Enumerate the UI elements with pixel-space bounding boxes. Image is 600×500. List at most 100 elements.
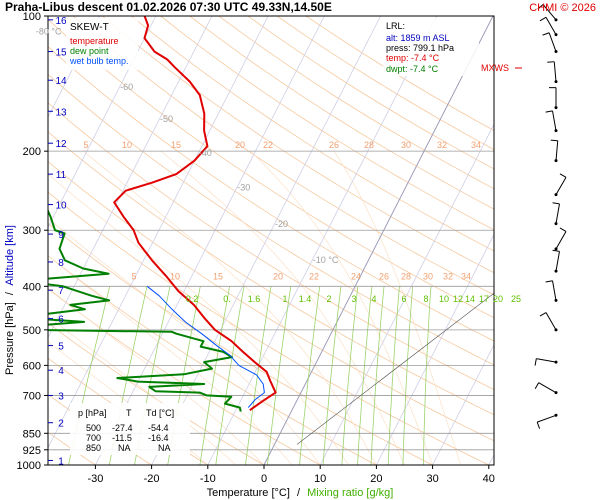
theta-label-top-0: 5 <box>83 140 88 150</box>
dry-adiabat-9 <box>48 131 494 416</box>
dry-adiabat-12 <box>48 46 494 342</box>
theta-label-bottom-9: 32 <box>443 271 453 281</box>
dry-adiabat-14 <box>72 16 494 296</box>
wind-barb-feather-590 <box>534 358 537 366</box>
wind-barb-feather-180 <box>545 110 553 113</box>
temperature-tick-label--10: -10 <box>200 473 216 485</box>
isotherm-label-2: -60 <box>120 82 133 92</box>
series-line-dew-point <box>48 208 242 412</box>
wind-barb-290 <box>552 202 560 226</box>
table-header-td: Td [°C] <box>146 408 174 418</box>
theta-label-bottom-8: 30 <box>423 271 433 281</box>
svg-text:Temperature [°C] / Mix: Temperature [°C] / Mixing ratio [g/kg] <box>207 487 394 499</box>
mixing-ratio-label-4: 1.4 <box>299 294 312 304</box>
wind-barb-110 <box>539 16 558 37</box>
mixing-ratio-label-11: 12 <box>453 294 463 304</box>
altitude-tick-label-2: 2 <box>58 419 64 430</box>
isotherm-20 <box>376 233 494 465</box>
legend-temperature: temperature <box>70 36 119 46</box>
mxws-label: MXWS <box>481 63 509 73</box>
pressure-tick-label-850: 850 <box>23 428 41 440</box>
wind-barb-210 <box>550 139 559 163</box>
value-table-box <box>70 403 190 455</box>
wind-barb-feather-210 <box>550 139 558 142</box>
isotherm--30 <box>95 16 325 465</box>
theta-label-top-8: 32 <box>437 140 447 150</box>
altitude-tick-label-7: 7 <box>58 286 64 297</box>
mixing-ratio-label-5: 2 <box>326 294 331 304</box>
lrl-press: press: 799.1 hPa <box>386 43 454 53</box>
wind-barb-staff-775 <box>537 414 557 423</box>
wind-barb-feather-250 <box>559 173 567 178</box>
series-line-temperature <box>113 16 277 412</box>
wind-barb-feather-370 <box>552 249 560 252</box>
isotherm-label-0: -80 °C <box>36 27 62 37</box>
isotherm--50 <box>48 16 213 339</box>
isotherm-30 <box>432 343 494 465</box>
lrl-box <box>383 18 479 76</box>
isotherm-label-7: -10 °C <box>313 255 339 265</box>
pressure-tick-label-200: 200 <box>23 146 41 158</box>
wind-barb-staff-290 <box>555 203 560 224</box>
pressure-tick-label-1000: 1000 <box>17 460 41 472</box>
temperature-tick-label-0: 0 <box>261 473 267 485</box>
wind-barb-staff-110 <box>545 17 557 35</box>
isotherm-label-3: -50 <box>160 114 173 124</box>
temperature-tick-label-10: 10 <box>314 473 326 485</box>
theta-label-bottom-7: 28 <box>401 271 411 281</box>
wind-barb-staff-120 <box>548 32 557 52</box>
altitude-tick-label-6: 6 <box>58 315 64 326</box>
pressure-tick-label-500: 500 <box>23 325 41 337</box>
theta-label-bottom-2: 15 <box>213 271 223 281</box>
isotherm-zero <box>263 16 494 465</box>
y-axis-label-separator: / <box>4 291 16 295</box>
dry-adiabat-15 <box>102 16 494 274</box>
theta-label-top-5: 26 <box>329 140 339 150</box>
mixing-ratio-label-3: 1 <box>282 294 287 304</box>
wind-barb-500 <box>539 312 558 332</box>
table-row-500-p: 500 <box>86 423 101 433</box>
altitude-tick-label-14: 14 <box>55 76 67 87</box>
wind-barb-feather-102 <box>537 4 544 10</box>
altitude-tick-label-1: 1 <box>58 456 64 467</box>
theta-label-top-7: 30 <box>401 140 411 150</box>
wind-barb-staff-330 <box>555 231 567 250</box>
mixing-ratio-label-14: 20 <box>493 294 503 304</box>
isotherm--70 <box>48 16 100 119</box>
mixing-ratio-label-15: 25 <box>511 294 521 304</box>
dry-adiabat-17 <box>160 16 494 231</box>
wind-barb-160 <box>549 87 558 110</box>
theta-label-top-9: 34 <box>471 140 481 150</box>
dry-adiabat-10 <box>48 102 494 390</box>
theta-label-bottom-10: 34 <box>461 271 471 281</box>
table-row-500-td: -54.4 <box>148 423 169 433</box>
wind-barb-180 <box>545 110 558 133</box>
lrl-alt: alt: 1859 m ASL <box>386 33 450 43</box>
wind-barb-staff-250 <box>555 177 567 195</box>
pressure-tick-label-600: 600 <box>23 360 41 372</box>
wind-barb-590 <box>534 358 558 366</box>
theta-label-top-1: 10 <box>122 140 132 150</box>
wind-barb-775 <box>536 413 558 429</box>
wind-barb-staff-210 <box>555 140 559 161</box>
wind-barb-330 <box>554 227 567 251</box>
table-row-500-t: -27.4 <box>112 423 133 433</box>
wind-barb-staff-102 <box>542 4 557 21</box>
wind-barb-690 <box>534 382 558 395</box>
x-axis-label-separator: / <box>297 487 301 499</box>
wind-barb-staff-590 <box>536 358 557 363</box>
table-row-700-p: 700 <box>86 433 101 443</box>
altitude-tick-label-13: 13 <box>55 107 67 118</box>
chart-title: Praha-Libus descent 01.02.2026 07:30 UTC… <box>5 0 332 14</box>
wind-barb-feather-430 <box>545 280 553 283</box>
altitude-tick-label-8: 8 <box>58 258 64 269</box>
pressure-tick-label-925: 925 <box>23 445 41 457</box>
altitude-tick-label-16: 16 <box>55 16 67 27</box>
wind-barb-staff-370 <box>555 251 560 272</box>
wind-barb-staff-180 <box>552 110 557 131</box>
skewt-label: SKEW-T <box>70 22 109 33</box>
wind-barb-staff-690 <box>538 382 557 394</box>
mixing-ratio-label-2: 1.6 <box>248 294 261 304</box>
isotherm--20 <box>151 16 381 465</box>
